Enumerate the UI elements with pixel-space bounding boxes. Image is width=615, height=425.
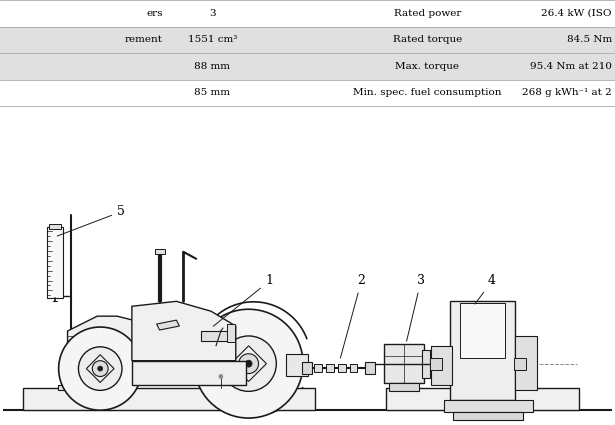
Bar — [338, 364, 346, 371]
Polygon shape — [132, 301, 236, 361]
Text: 268 g kWh⁻¹ at 2: 268 g kWh⁻¹ at 2 — [522, 88, 612, 97]
Circle shape — [219, 374, 223, 379]
Bar — [58, 385, 84, 391]
Circle shape — [92, 361, 108, 377]
Bar — [286, 354, 308, 376]
Text: 84.5 Nm: 84.5 Nm — [566, 35, 612, 44]
Circle shape — [239, 354, 258, 374]
Bar — [443, 400, 533, 412]
Bar — [49, 224, 61, 229]
Text: 26.4 kW (ISO: 26.4 kW (ISO — [541, 9, 612, 18]
Bar — [326, 364, 334, 371]
Bar — [63, 354, 102, 368]
Text: 3: 3 — [407, 275, 425, 341]
Circle shape — [194, 309, 303, 418]
Bar — [515, 336, 536, 391]
Circle shape — [58, 327, 142, 410]
Text: 95.4 Nm at 210: 95.4 Nm at 210 — [530, 62, 612, 71]
Polygon shape — [157, 320, 180, 330]
Bar — [0, 0, 615, 26]
Text: Min. spec. fuel consumption: Min. spec. fuel consumption — [353, 88, 502, 97]
Bar — [201, 331, 229, 341]
Text: 1: 1 — [213, 275, 274, 326]
Text: 5: 5 — [57, 205, 125, 236]
Polygon shape — [68, 316, 157, 371]
Bar — [132, 361, 245, 385]
Bar — [430, 346, 453, 385]
Circle shape — [245, 360, 252, 367]
Text: 3: 3 — [209, 9, 215, 18]
Bar — [0, 26, 615, 53]
Bar — [314, 364, 322, 371]
Bar — [389, 383, 419, 391]
Text: Max. torque: Max. torque — [395, 62, 459, 71]
Bar — [154, 249, 165, 254]
Text: 4: 4 — [475, 275, 496, 304]
Bar — [514, 358, 526, 370]
Text: 2: 2 — [340, 275, 365, 358]
Text: ers: ers — [146, 9, 163, 18]
Bar — [384, 344, 424, 383]
Bar — [430, 358, 442, 370]
Text: Rated torque: Rated torque — [393, 35, 462, 44]
Bar — [227, 324, 235, 342]
Bar — [450, 301, 515, 400]
Circle shape — [221, 336, 276, 391]
Text: 88 mm: 88 mm — [194, 62, 230, 71]
Text: 1551 cm³: 1551 cm³ — [188, 35, 237, 44]
Bar — [453, 412, 523, 420]
Bar — [461, 303, 505, 358]
Bar — [302, 362, 312, 374]
Bar — [23, 388, 315, 410]
Bar — [47, 227, 63, 298]
Bar — [386, 388, 579, 410]
Bar — [365, 362, 375, 374]
Circle shape — [98, 366, 103, 371]
Bar — [0, 79, 615, 106]
Text: rement: rement — [125, 35, 163, 44]
Bar — [0, 53, 615, 79]
Bar — [422, 350, 430, 377]
Text: Rated power: Rated power — [394, 9, 461, 18]
Text: 85 mm: 85 mm — [194, 88, 230, 97]
Bar — [349, 364, 357, 371]
Circle shape — [79, 347, 122, 391]
